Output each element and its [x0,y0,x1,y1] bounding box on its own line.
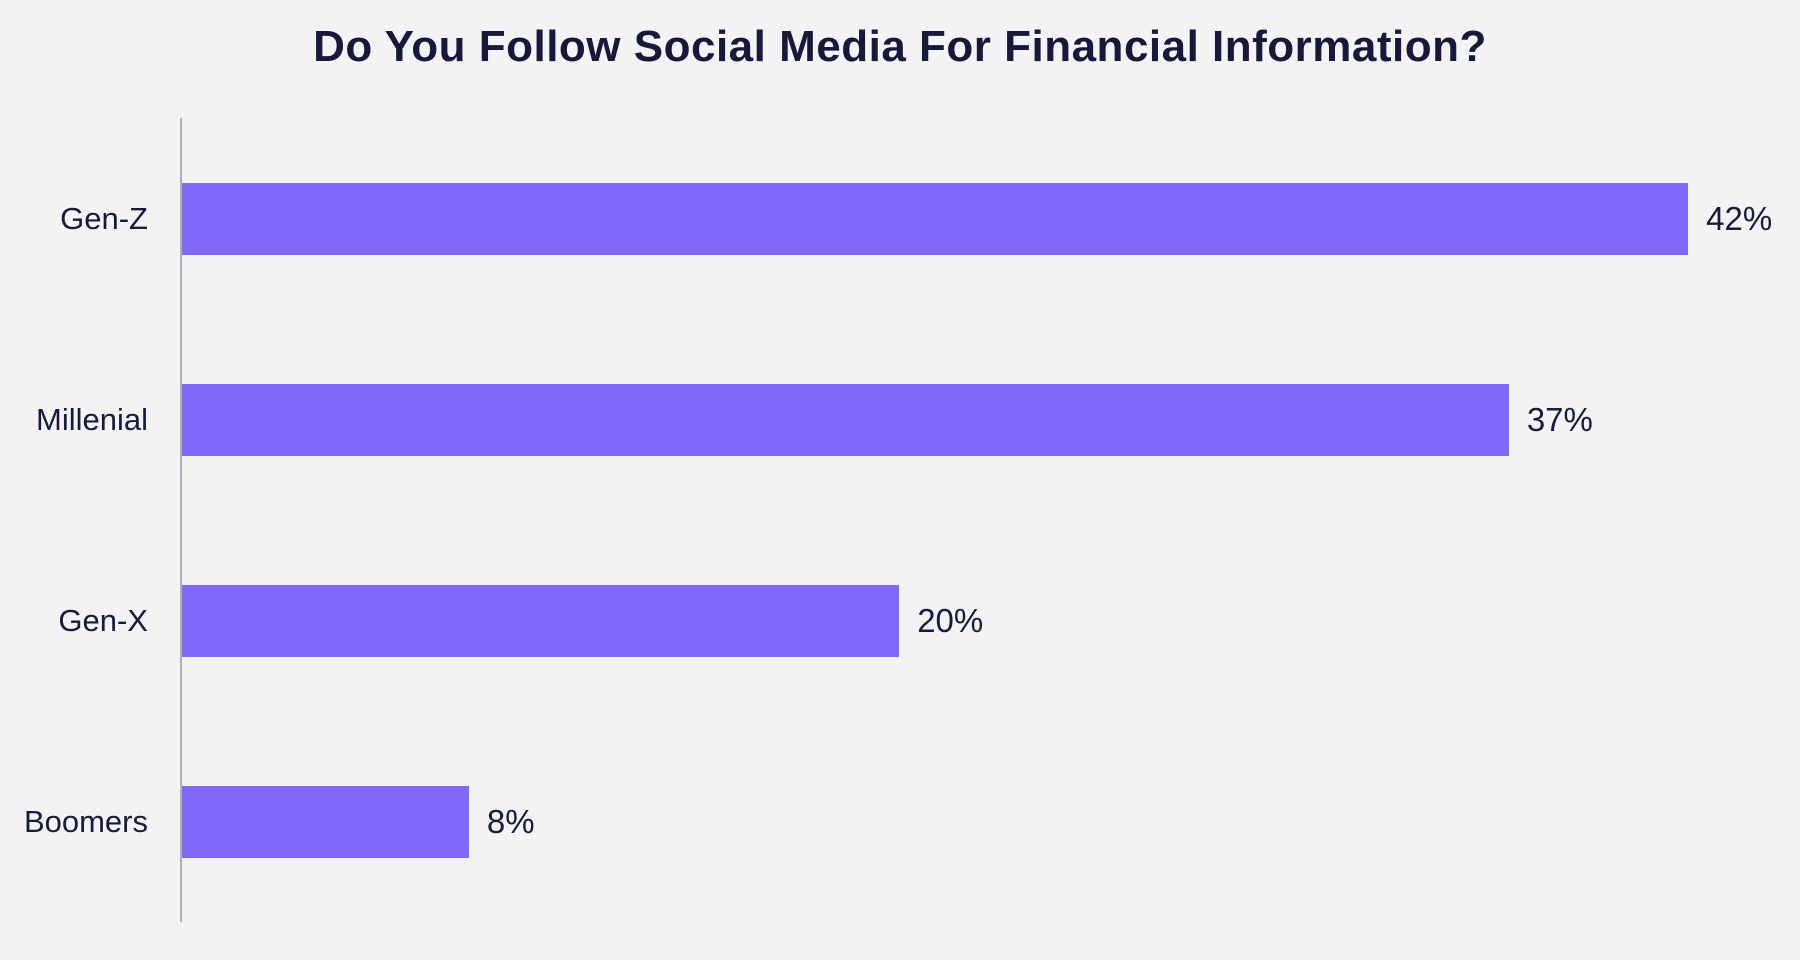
bar-boomers [182,785,469,858]
y-axis-line [180,118,182,922]
bar-row: Millenial 37% [0,383,1800,456]
value-label: 42% [1706,199,1773,237]
category-label-gen-z: Gen-Z [60,200,148,236]
value-label: 8% [486,802,535,840]
bar-gen-x [182,584,900,657]
plot-area: Gen-Z 42% Millenial 37% Gen-X 20% Boomer… [0,118,1800,922]
bar-millenial [182,383,1509,456]
bar-gen-z [182,182,1689,255]
category-label-millenial: Millenial [36,401,148,437]
chart-title: Do You Follow Social Media For Financial… [313,22,1487,71]
bar-row: Boomers 8% [0,785,1800,858]
category-label-gen-x: Gen-X [58,602,148,638]
bar-row: Gen-X 20% [0,584,1800,657]
bar-row: Gen-Z 42% [0,182,1800,255]
category-label-boomers: Boomers [23,803,148,839]
value-label: 37% [1526,400,1593,438]
value-label: 20% [917,601,984,639]
